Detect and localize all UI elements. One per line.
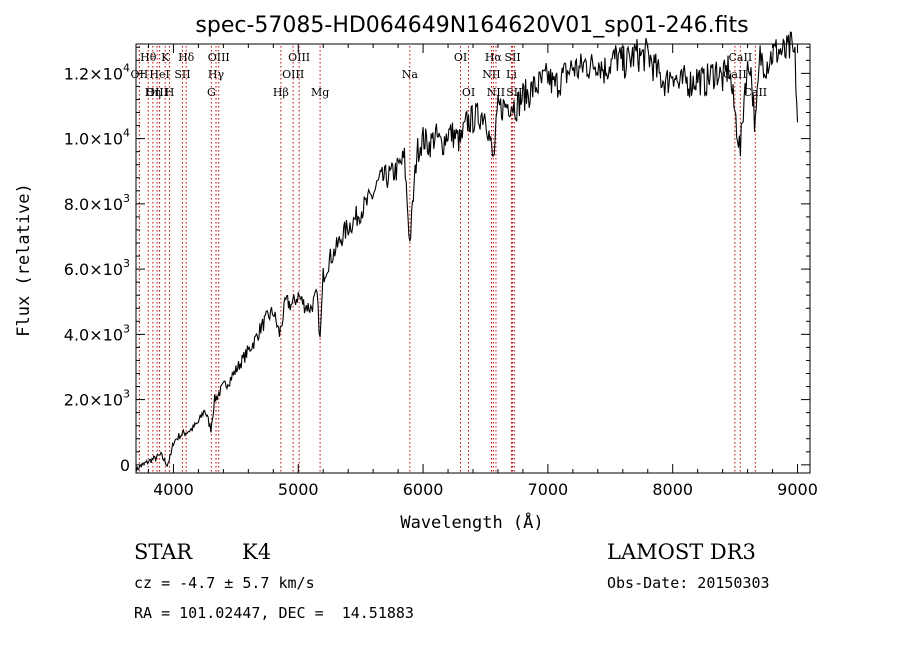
x-axis-ticks: 4000 5000 6000 7000 8000 9000 <box>147 44 818 499</box>
x-tick-label-0: 4000 <box>153 480 194 499</box>
chart-title: spec-57085-HD064649N164620V01_sp01-246.f… <box>195 13 748 38</box>
y-tick-label-5: 1.0×104 <box>64 127 130 149</box>
line-label-3: OIII <box>146 86 168 99</box>
y-tick-label-4: 8.0×103 <box>64 192 130 214</box>
line-label-22: SII <box>504 51 520 64</box>
line-label-2: Hη <box>145 86 161 99</box>
line-label-20: NII <box>482 68 500 81</box>
x-tick-label-3: 7000 <box>528 480 569 499</box>
line-label-18: OI <box>462 86 475 99</box>
y-tick-label-0: 0 <box>120 456 130 475</box>
line-label-12: Hβ <box>273 86 289 99</box>
line-label-13: OIII <box>288 51 310 64</box>
y-tick-label-6: 1.2×104 <box>64 61 130 83</box>
line-label-0: Hθ <box>140 51 157 64</box>
spectral-line-labels: HθOIIHηOIIIHeIKHSIIHδGOIIIHγHβOIIIOIIIMg… <box>131 51 768 99</box>
x-tick-label-2: 6000 <box>403 480 444 499</box>
spectrum-chart: spec-57085-HD064649N164620V01_sp01-246.f… <box>14 13 818 533</box>
survey-name: LAMOST DR3 <box>607 540 756 564</box>
line-label-16: Na <box>402 68 419 81</box>
line-label-4: HeI <box>149 68 169 81</box>
line-label-10: OIII <box>208 51 230 64</box>
x-tick-label-1: 5000 <box>278 480 319 499</box>
line-label-21: NII <box>487 86 505 99</box>
object-class-label: STAR <box>134 540 193 564</box>
x-tick-label-5: 9000 <box>777 480 818 499</box>
line-label-6: H <box>165 86 175 99</box>
y-tick-label-1: 2.0×103 <box>64 388 130 410</box>
x-axis-label: Wavelength (Å) <box>400 511 543 533</box>
spectral-line-markers <box>138 46 756 473</box>
line-label-15: Mg <box>311 86 329 99</box>
y-axis-label: Flux (relative) <box>14 183 34 337</box>
y-tick-label-3: 6.0×103 <box>64 257 130 279</box>
y-tick-label-2: 4.0×103 <box>64 322 130 344</box>
line-label-17: OI <box>454 51 467 64</box>
line-label-1: OII <box>131 68 149 81</box>
line-label-25: CaII <box>729 51 753 64</box>
y-axis-ticks: 0 2.0×103 4.0×103 6.0×103 8.0×103 1.0×104 1.2×… <box>64 46 810 475</box>
line-label-7: SII <box>174 68 190 81</box>
line-label-14: OIII <box>282 68 304 81</box>
line-label-27: CaII <box>743 86 767 99</box>
line-label-9: G <box>207 86 216 99</box>
radial-velocity: cz = -4.7 ± 5.7 km/s <box>134 574 315 592</box>
line-label-23: Li <box>506 68 517 81</box>
ra-dec-coordinates: RA = 101.02447, DEC = 14.51883 <box>134 604 414 622</box>
plot-frame <box>135 43 811 474</box>
line-label-19: Hα <box>485 51 503 64</box>
line-label-5: K <box>161 51 170 64</box>
object-subclass: K4 <box>242 540 272 564</box>
observation-date: Obs-Date: 20150303 <box>607 574 770 592</box>
x-tick-label-4: 8000 <box>652 480 693 499</box>
line-label-8: Hδ <box>178 51 195 64</box>
line-label-11: Hγ <box>208 68 225 81</box>
spectrum-series-line <box>135 31 799 473</box>
